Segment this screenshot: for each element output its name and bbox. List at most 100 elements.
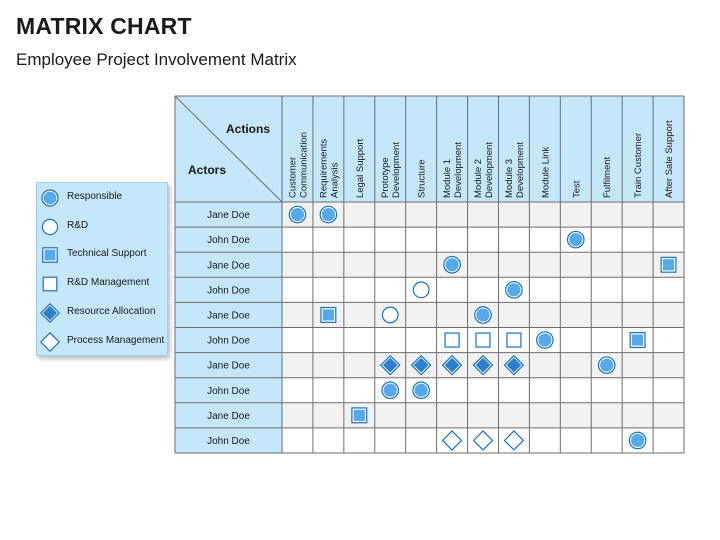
matrix-cell [653, 277, 684, 303]
filled-circle-icon [40, 188, 60, 208]
legend-label: R&D Management [67, 277, 150, 288]
matrix-cell [343, 227, 375, 253]
legend-item-rd-management: R&D Management [37, 274, 167, 294]
matrix-cell [312, 352, 344, 378]
matrix-cell [653, 227, 684, 253]
column-header: Test [571, 180, 582, 198]
matrix-cell [312, 402, 344, 428]
matrix-cell [467, 277, 499, 303]
cell-symbol-resource-allocation [503, 354, 525, 376]
matrix-cell [498, 252, 530, 278]
outline-circle-icon [40, 217, 60, 237]
matrix-cell [529, 302, 561, 328]
matrix-cell [467, 227, 499, 253]
legend-symbol [41, 218, 59, 236]
column-header: Fulfilment [602, 156, 613, 198]
column-header: Analysis [329, 162, 340, 198]
legend-item-process-management: Process Management [37, 331, 167, 353]
matrix-cell [498, 302, 530, 328]
matrix-cell [653, 427, 684, 453]
cell-symbol-responsible [412, 381, 430, 400]
matrix-cell [591, 227, 623, 253]
matrix-cell [622, 352, 654, 378]
matrix-cell [529, 227, 561, 253]
matrix-cell [374, 227, 406, 253]
column-header: Communication [298, 132, 309, 198]
column-header: Development [391, 142, 402, 198]
cell-symbol-technical-support [629, 332, 646, 349]
filled-diamond-icon [39, 302, 61, 324]
row-header: John Doe [207, 285, 250, 296]
matrix-cell [343, 427, 375, 453]
matrix-cell [591, 377, 623, 403]
column-header: After Sale Support [664, 120, 675, 198]
matrix-cell [343, 252, 375, 278]
cell-symbol-responsible [288, 205, 307, 224]
row-header: John Doe [207, 336, 250, 347]
matrix-cell [653, 327, 684, 353]
matrix-cell [312, 377, 344, 403]
column-header: Prototype [380, 157, 391, 198]
outline-diamond-icon [39, 331, 61, 353]
column-header: Development [515, 142, 526, 198]
legend-label: R&D [67, 220, 89, 231]
matrix-cell [560, 302, 592, 328]
matrix-cell [653, 202, 684, 228]
cell-symbol-rd-management [475, 332, 491, 348]
cell-symbol-responsible [474, 306, 492, 324]
matrix-cell [622, 277, 654, 303]
matrix-cell [374, 427, 406, 453]
column-header: Development [453, 142, 464, 198]
column-header: Customer [287, 157, 298, 198]
column-header: Development [484, 142, 495, 198]
matrix-cell [560, 327, 592, 353]
column-header: Structure [417, 159, 428, 198]
matrix-cell [282, 277, 313, 303]
row-header: John Doe [207, 386, 250, 397]
cell-symbol-resource-allocation [441, 354, 463, 376]
cell-symbol-responsible [536, 331, 554, 349]
outline-square-icon [40, 274, 60, 294]
matrix-cell [312, 252, 344, 278]
matrix-cell [436, 227, 468, 253]
matrix-cell [467, 402, 499, 428]
row-header: Jane Doe [207, 361, 250, 372]
matrix-cell [343, 302, 375, 328]
row-header: John Doe [207, 436, 250, 447]
matrix-cell [622, 252, 654, 278]
matrix-cell [560, 352, 592, 378]
cell-symbol-responsible [566, 230, 585, 249]
matrix-cell [591, 202, 623, 228]
cell-symbol-responsible [505, 281, 523, 299]
legend-item-responsible: Responsible [37, 188, 167, 208]
matrix-cell [622, 202, 654, 228]
matrix-cell [529, 252, 561, 278]
legend-item-rd: R&D [37, 217, 167, 237]
matrix-cell [591, 277, 623, 303]
corner-diagonal [174, 95, 283, 203]
cell-symbol-resource-allocation [472, 354, 494, 376]
legend: Responsible R&D Technical Support R&D Ma… [36, 182, 168, 356]
matrix-cell [282, 227, 313, 253]
page-subtitle: Employee Project Involvement Matrix [16, 50, 297, 69]
cell-symbol-responsible [628, 431, 647, 450]
matrix-cell [591, 427, 623, 453]
row-header: John Doe [207, 235, 250, 246]
matrix-cell [653, 302, 684, 328]
cell-symbol-process-management [503, 430, 525, 451]
cell-symbol-responsible [319, 205, 338, 224]
matrix-cell [282, 327, 313, 353]
matrix-cell [498, 377, 530, 403]
matrix-cell [622, 402, 654, 428]
matrix-cell [467, 377, 499, 403]
matrix-cell [436, 302, 468, 328]
matrix-cell [467, 252, 499, 278]
matrix-cell [436, 202, 468, 228]
matrix-cell [560, 402, 592, 428]
corner-label-actors: Actors [188, 163, 226, 177]
matrix-cell [282, 352, 313, 378]
matrix-cell [591, 302, 623, 328]
row-header: Jane Doe [207, 310, 250, 321]
matrix-cell [622, 377, 654, 403]
cell-symbol-responsible [443, 255, 461, 274]
